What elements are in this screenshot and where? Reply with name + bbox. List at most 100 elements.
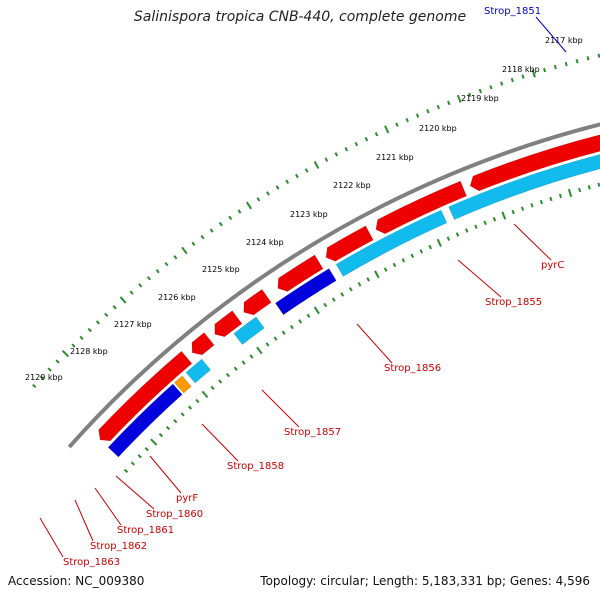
inner-tick-mark <box>241 360 246 365</box>
tick-mark <box>32 383 37 389</box>
inner-tick-mark <box>428 244 433 250</box>
inner-tick-mark <box>256 346 263 355</box>
tick-label: 2121 kbp <box>376 153 414 162</box>
tick-mark <box>597 53 600 58</box>
tick-mark <box>129 290 134 295</box>
tick-label: 2119 kbp <box>461 94 499 103</box>
reverse-strand-genes <box>107 154 600 458</box>
gene-leader-line <box>201 423 239 462</box>
tick-mark <box>415 113 420 118</box>
inner-tick-mark <box>289 324 294 330</box>
gene-label: Strop_1857 <box>284 427 341 438</box>
tick-mark <box>95 320 101 325</box>
tick-mark <box>575 58 579 64</box>
inner-tick-mark <box>520 206 525 211</box>
inner-tick-mark <box>173 419 178 424</box>
tick-mark <box>112 305 117 310</box>
inner-tick-mark <box>150 438 158 446</box>
forward-gene <box>325 225 374 262</box>
tick-mark <box>47 367 52 372</box>
inner-tick-mark <box>455 232 460 237</box>
tick-mark <box>531 69 536 78</box>
gene-leader-line <box>356 323 393 364</box>
forward-gene <box>191 332 215 356</box>
gene-label: Strop_1851 <box>484 6 541 17</box>
accession-info: Accession: NC_009380 <box>8 574 144 588</box>
tick-mark <box>191 241 196 246</box>
inner-tick-mark <box>401 258 406 263</box>
inner-tick-mark <box>419 249 424 254</box>
inner-tick-mark <box>374 270 380 279</box>
tick-mark <box>364 136 369 142</box>
tick-mark <box>155 268 160 274</box>
inner-tick-mark <box>357 282 362 287</box>
tick-mark <box>71 343 76 348</box>
tick-mark <box>553 64 557 70</box>
inner-tick-mark <box>265 342 270 347</box>
inner-tick-mark <box>539 199 544 205</box>
inner-tick-mark <box>165 425 171 431</box>
length-value: 5,183,331 bp <box>421 574 502 588</box>
inner-tick-mark <box>137 454 142 459</box>
tick-mark <box>478 88 482 94</box>
tick-mark <box>200 234 205 240</box>
inner-tick-mark <box>511 209 515 215</box>
tick-mark <box>456 94 462 103</box>
tick-mark <box>426 109 430 114</box>
tick-mark <box>173 255 178 260</box>
gene-leader-line <box>457 259 502 298</box>
tick-mark <box>237 209 242 214</box>
forward-strand-genes <box>98 134 600 442</box>
tick-mark <box>119 296 127 304</box>
tick-label: 2120 kbp <box>419 124 457 133</box>
tick-mark <box>447 100 451 106</box>
tick-mark <box>295 173 299 179</box>
gene-label: Strop_1855 <box>485 297 542 308</box>
inner-tick-mark <box>195 398 200 404</box>
forward-gene <box>243 288 272 316</box>
topology-label: Topology: <box>260 574 317 588</box>
tick-mark <box>510 77 514 83</box>
tick-mark <box>138 283 143 288</box>
inner-tick-mark <box>313 306 320 315</box>
tick-label: 2117 kbp <box>545 36 583 45</box>
tick-mark <box>164 261 169 267</box>
inner-tick-mark <box>474 224 478 229</box>
backbone <box>67 122 600 449</box>
inner-tick-mark <box>218 379 223 384</box>
gene-label: pyrF <box>176 493 198 504</box>
inner-tick-mark <box>464 228 469 233</box>
reverse-gene <box>185 358 212 384</box>
inner-tick-mark <box>180 412 185 417</box>
forward-gene <box>277 254 324 292</box>
inner-tick-mark <box>530 203 534 208</box>
inner-tick-mark <box>567 188 573 198</box>
gene-label: Strop_1860 <box>146 509 203 520</box>
tick-mark <box>489 85 493 90</box>
inner-tick-mark <box>187 405 193 410</box>
tick-track <box>32 53 600 389</box>
inner-tick-mark <box>549 196 553 202</box>
inner-tick-mark <box>492 216 497 222</box>
inner-tick-mark <box>298 319 303 324</box>
inner-tick-mark <box>483 220 487 226</box>
tick-label: 2129 kbp <box>25 373 63 382</box>
tick-mark <box>334 152 339 157</box>
tick-mark <box>285 179 290 184</box>
tick-mark <box>266 191 270 196</box>
tick-mark <box>209 228 214 233</box>
inner-tick-mark <box>383 267 388 272</box>
gene-label: Strop_1861 <box>117 525 174 536</box>
reverse-gene <box>233 316 265 345</box>
inner-tick-mark <box>225 372 230 378</box>
tick-mark <box>374 131 379 137</box>
inner-tick-mark <box>281 330 286 335</box>
inner-tick-mark <box>306 313 311 319</box>
reverse-gene <box>275 268 337 316</box>
backbone-arc <box>67 122 600 449</box>
tick-labels: 2117 kbp 2118 kbp 2119 kbp 2120 kbp 2121 kbp… <box>25 36 583 382</box>
inner-tick-mark <box>233 366 238 372</box>
gene-leader-line <box>74 499 94 542</box>
inner-tick-mark <box>249 354 254 359</box>
